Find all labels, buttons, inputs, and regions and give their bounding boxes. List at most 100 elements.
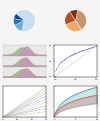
Point (76, 52, 77, 54)
Point (90, 47, 91, 49)
Point (89, 47, 90, 49)
Point (83, 49, 85, 51)
Point (65, 57, 67, 59)
Point (60, 61, 61, 63)
Point (93, 46, 95, 48)
Point (62, 60, 63, 62)
Point (87, 47, 89, 49)
Point (74, 52, 76, 54)
Point (67, 56, 68, 58)
Point (80, 50, 81, 52)
Point (87, 47, 89, 49)
Point (58, 63, 60, 65)
Point (65, 57, 67, 59)
Point (70, 54, 71, 56)
Point (77, 51, 78, 53)
Point (86, 48, 87, 50)
Point (77, 51, 79, 53)
Point (59, 62, 60, 64)
Point (74, 52, 76, 54)
Point (72, 53, 74, 55)
Point (67, 56, 69, 58)
Point (72, 53, 74, 55)
Point (66, 57, 67, 59)
Point (84, 49, 86, 50)
Point (86, 48, 88, 50)
Point (64, 58, 66, 60)
Point (63, 59, 64, 60)
Point (86, 48, 88, 50)
Point (94, 45, 96, 47)
Point (81, 50, 82, 52)
Point (55, 69, 57, 71)
Point (84, 48, 86, 50)
Point (73, 53, 75, 55)
Point (64, 58, 65, 60)
Point (60, 60, 62, 62)
Wedge shape (14, 19, 24, 25)
Point (57, 64, 59, 66)
Point (56, 66, 58, 68)
Point (87, 48, 88, 49)
Wedge shape (76, 10, 86, 30)
Point (80, 50, 81, 52)
Point (89, 47, 91, 49)
Point (83, 49, 84, 51)
Point (90, 47, 92, 49)
Point (80, 50, 82, 52)
Point (75, 52, 77, 54)
Wedge shape (14, 14, 24, 21)
Point (79, 50, 81, 52)
Point (54, 75, 56, 77)
Point (78, 51, 79, 53)
Point (70, 54, 72, 56)
Point (71, 54, 73, 56)
Wedge shape (65, 12, 76, 25)
Point (85, 48, 87, 50)
Point (71, 54, 72, 56)
Point (90, 46, 92, 48)
Point (79, 50, 80, 52)
Wedge shape (16, 10, 35, 31)
Point (91, 46, 93, 48)
Point (76, 51, 78, 53)
Point (90, 46, 92, 48)
Point (95, 45, 97, 47)
Point (56, 67, 57, 69)
Point (61, 60, 62, 62)
Point (69, 55, 71, 57)
Point (78, 51, 80, 53)
Point (61, 60, 63, 62)
Point (88, 47, 89, 49)
Point (70, 54, 72, 56)
Point (93, 45, 95, 47)
Point (78, 50, 80, 52)
Point (66, 57, 68, 58)
Point (59, 62, 61, 64)
Point (68, 55, 70, 57)
Point (58, 63, 60, 65)
Point (85, 48, 87, 50)
Wedge shape (70, 10, 78, 21)
Point (81, 49, 83, 51)
Point (63, 58, 65, 60)
Point (82, 49, 84, 51)
Point (95, 45, 97, 47)
Point (58, 64, 59, 65)
Point (92, 46, 94, 48)
Point (60, 61, 61, 63)
Point (73, 53, 74, 55)
Point (75, 52, 76, 54)
Point (75, 52, 77, 54)
Point (66, 56, 68, 58)
Point (92, 46, 94, 48)
Point (73, 53, 74, 55)
Point (72, 53, 73, 55)
Point (64, 58, 66, 60)
Point (83, 49, 84, 51)
Point (60, 61, 62, 63)
Point (88, 47, 90, 49)
Point (94, 45, 95, 47)
Point (93, 46, 94, 48)
Point (80, 50, 82, 52)
